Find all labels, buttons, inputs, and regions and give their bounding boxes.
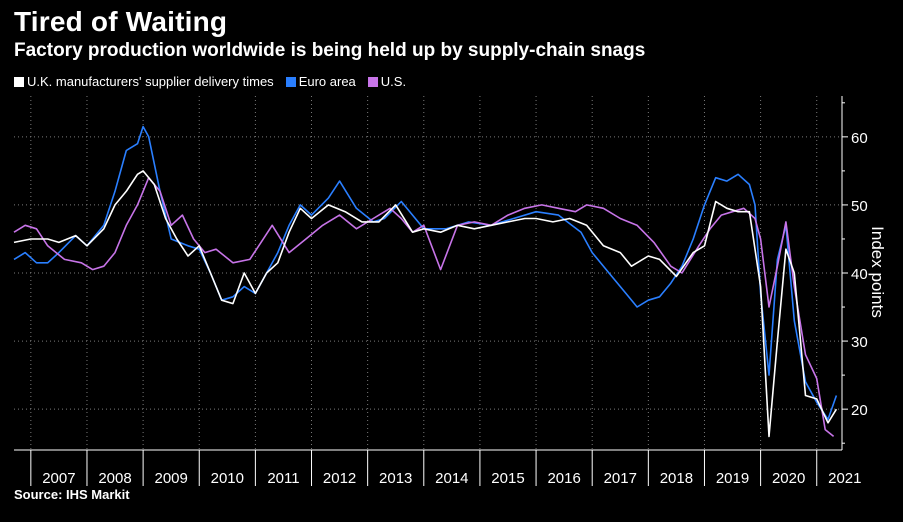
x-tick-label-2019: 2019 xyxy=(716,470,749,487)
x-tick-label-2013: 2013 xyxy=(379,470,412,487)
chart-title: Tired of Waiting xyxy=(14,6,228,37)
x-tick-label-2015: 2015 xyxy=(491,470,524,487)
legend-label-euro: Euro area xyxy=(298,74,356,89)
series-line-uk xyxy=(13,170,838,438)
x-tick-label-2021: 2021 xyxy=(828,470,861,487)
series-line-euro xyxy=(13,125,838,421)
x-tick-label-2014: 2014 xyxy=(435,470,468,487)
series-line-us xyxy=(13,176,835,438)
y-tick-label-60: 60 xyxy=(851,130,868,147)
legend-item-us: U.S. xyxy=(367,74,407,89)
legend-item-euro: Euro area xyxy=(285,74,356,89)
y-tick-label-40: 40 xyxy=(851,266,868,283)
series-lines xyxy=(13,125,838,438)
chart-legend: U.K. manufacturers' supplier delivery ti… xyxy=(14,74,418,89)
x-tick-label-2017: 2017 xyxy=(604,470,637,487)
x-tick-label-2011: 2011 xyxy=(267,470,299,487)
legend-swatch-uk xyxy=(14,76,24,87)
legend-swatch-us xyxy=(367,76,378,87)
y-axis-label: Index points xyxy=(868,226,887,318)
y-tick-label-50: 50 xyxy=(851,198,868,215)
source-note: Source: IHS Markit xyxy=(14,487,130,502)
x-tick-label-2010: 2010 xyxy=(211,470,244,487)
x-tick-label-2020: 2020 xyxy=(772,470,805,487)
x-tick-label-2009: 2009 xyxy=(154,470,187,487)
x-tick-label-2007: 2007 xyxy=(42,470,75,487)
legend-label-uk: U.K. manufacturers' supplier delivery ti… xyxy=(27,74,274,89)
y-tick-label-20: 20 xyxy=(851,402,868,419)
x-tick-label-2012: 2012 xyxy=(323,470,356,487)
x-tick-label-2016: 2016 xyxy=(547,470,580,487)
x-tick-label-2018: 2018 xyxy=(660,470,693,487)
x-axis: 2007 2008 2009 2010 2011 2012 2013 2014 2015 2016… xyxy=(14,449,861,487)
y-tick-label-30: 30 xyxy=(851,334,868,351)
legend-item-uk: U.K. manufacturers' supplier delivery ti… xyxy=(14,74,274,89)
legend-label-us: U.S. xyxy=(380,74,407,89)
y-axis: 20 30 40 50 60 xyxy=(841,96,868,450)
chart-subtitle: Factory production worldwide is being he… xyxy=(14,40,646,61)
grid-lines xyxy=(14,96,842,450)
legend-swatch-euro xyxy=(285,76,296,87)
x-tick-label-2008: 2008 xyxy=(98,470,131,487)
